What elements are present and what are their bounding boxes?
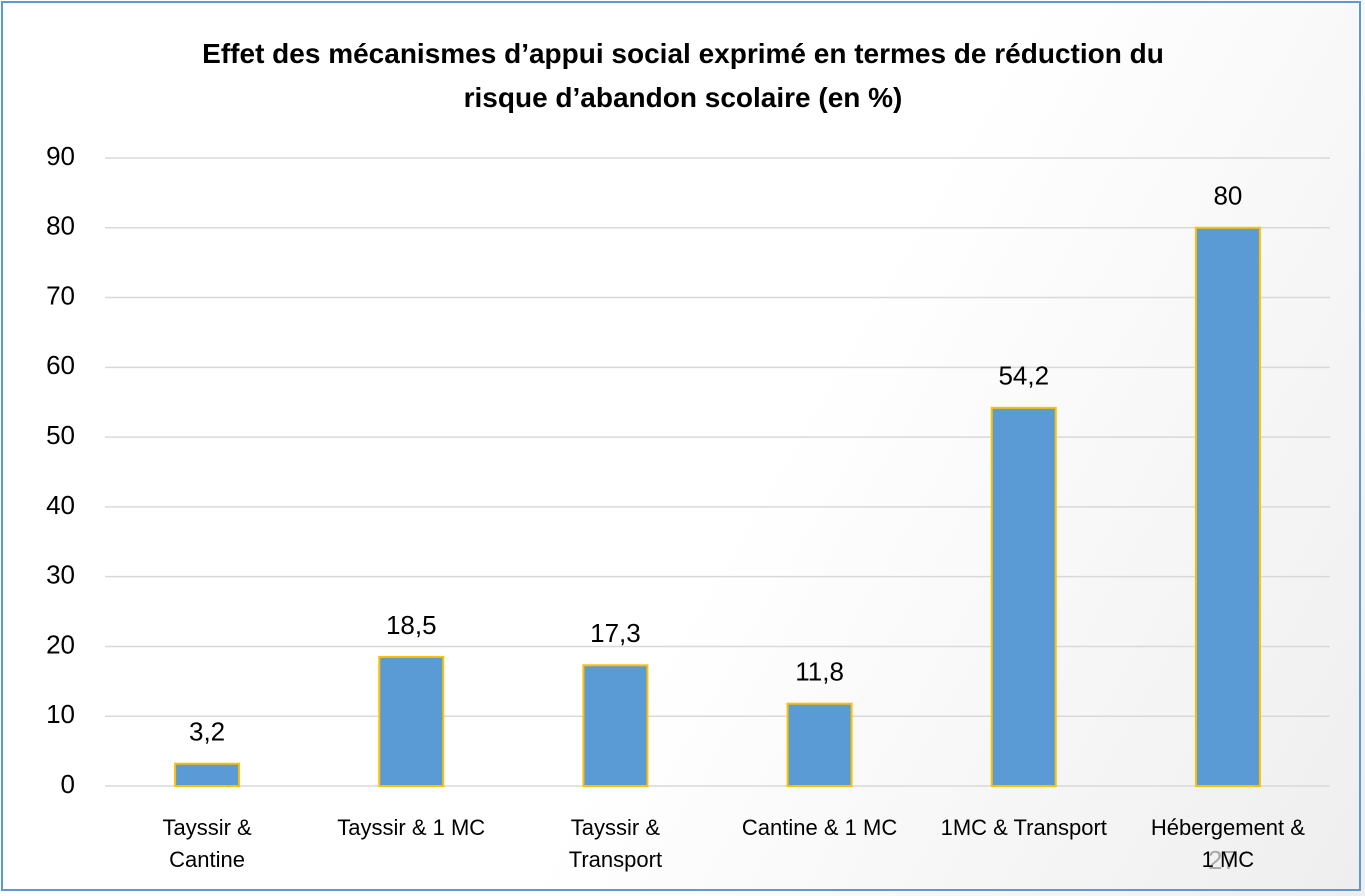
bar [1194,226,1261,787]
y-tick-label: 50 [46,420,75,450]
y-tick-label: 30 [46,560,75,590]
chart-title: Effet des mécanismes d’appui social expr… [202,38,1164,113]
y-tick-label: 80 [46,211,75,241]
x-tick-label: Tayssir & Cantine [162,815,252,872]
data-label: 17,3 [590,618,641,648]
y-tick-label: 0 [61,769,75,799]
bar [174,762,241,787]
bar [582,664,649,787]
data-label: 18,5 [386,610,437,640]
y-tick-label: 20 [46,629,75,659]
bar [378,655,445,788]
x-tick-label: Hébergement & 1 MC [1150,815,1305,872]
slide-number: 27 [1208,845,1237,875]
bar [786,702,853,788]
y-tick-label: 40 [46,490,75,520]
data-label: 3,2 [189,717,225,747]
y-tick-label: 60 [46,350,75,380]
y-tick-label: 10 [46,699,75,729]
data-label: 54,2 [998,361,1049,391]
x-tick-label: Tayssir & 1 MC [337,815,486,840]
data-label: 11,8 [795,657,844,687]
y-tick-label: 70 [46,280,75,310]
x-tick-label: Tayssir & Transport [568,815,663,872]
x-tick-label: 1MC & Transport [940,815,1107,840]
bar [990,406,1057,787]
data-label: 80 [1213,181,1242,211]
y-tick-label: 90 [46,141,75,171]
x-tick-label: Cantine & 1 MC [741,815,898,840]
